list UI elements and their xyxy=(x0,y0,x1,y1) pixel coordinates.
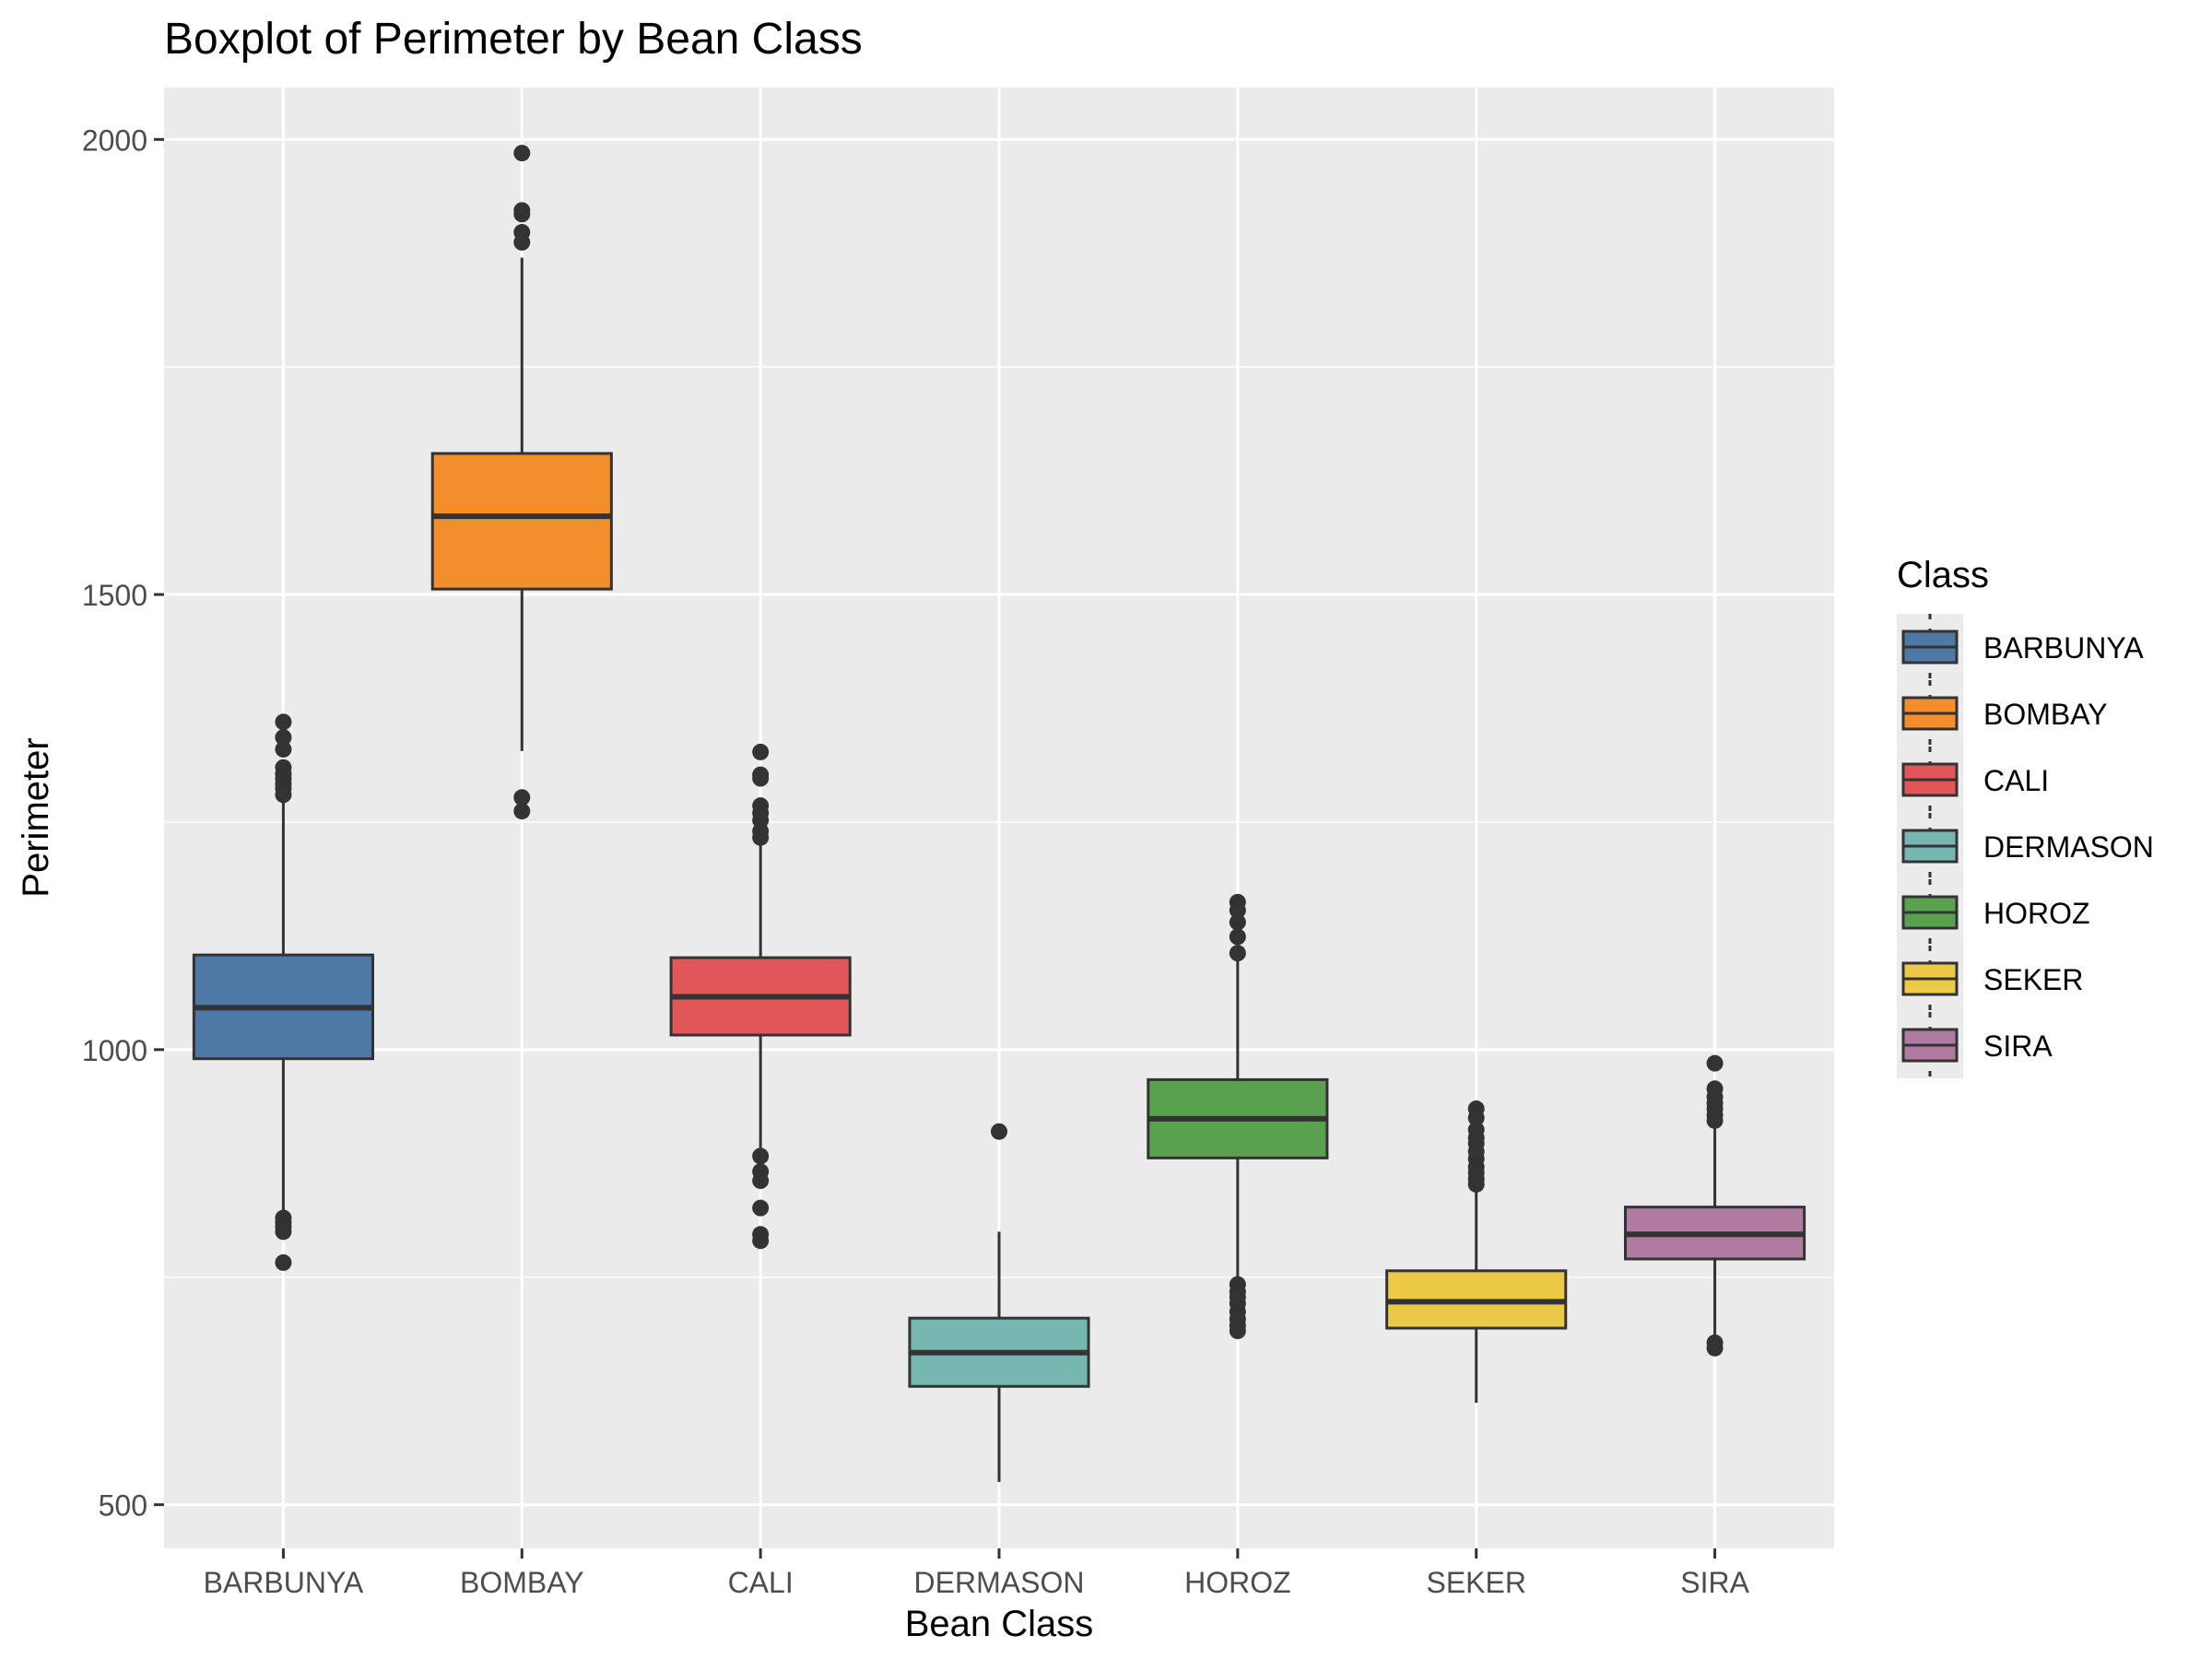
outlier-point xyxy=(275,729,292,747)
outlier-point xyxy=(752,743,770,760)
x-tick-label: SIRA xyxy=(1680,1566,1749,1599)
outlier-point xyxy=(513,233,531,251)
outlier-point xyxy=(513,145,531,162)
legend-item-label: SEKER xyxy=(1983,963,2083,996)
legend-item-label: SIRA xyxy=(1983,1030,2053,1063)
outlier-point xyxy=(752,1232,770,1250)
box-seker xyxy=(1385,1100,1568,1403)
outlier-point xyxy=(275,786,292,804)
outlier-point xyxy=(513,206,531,223)
outlier-point xyxy=(1706,1112,1724,1129)
legend-item-seker: SEKER xyxy=(1897,946,2083,1012)
outlier-point xyxy=(275,740,292,758)
outlier-point xyxy=(1229,913,1246,931)
outlier-point xyxy=(752,1172,770,1190)
legend-item-label: DERMASON xyxy=(1983,830,2154,864)
outlier-point xyxy=(752,829,770,846)
axes: 500 1000 1500 2000 BARBUNYA BOMBAY CALI DERMASO… xyxy=(82,124,1750,1599)
x-tick-label: BARBUNYA xyxy=(204,1566,364,1599)
boxes xyxy=(192,145,1806,1482)
outlier-point xyxy=(752,1147,770,1165)
box-bombay xyxy=(430,145,613,820)
outlier-point xyxy=(1229,901,1246,919)
outlier-point xyxy=(513,789,531,806)
y-axis-title: Perimeter xyxy=(16,737,56,897)
legend-item-label: BOMBAY xyxy=(1983,698,2108,731)
chart-title: Boxplot of Perimeter by Bean Class xyxy=(164,15,863,64)
iqr-box xyxy=(430,452,613,591)
outlier-point xyxy=(1706,1339,1724,1357)
outlier-point xyxy=(275,1223,292,1241)
outlier-point xyxy=(275,713,292,731)
box-cali xyxy=(669,743,852,1250)
box-horoz xyxy=(1147,893,1329,1339)
x-tick-label: DERMASON xyxy=(914,1566,1085,1599)
outlier-point xyxy=(275,1253,292,1271)
x-tick-label: HOROZ xyxy=(1184,1566,1291,1599)
outlier-point xyxy=(1229,928,1246,946)
legend: Class BARBUNYA BOMBAY CALI DERMASON HOROZ SEK… xyxy=(1897,555,2154,1078)
outlier-point xyxy=(1229,1322,1246,1339)
legend-item-cali: CALI xyxy=(1897,747,2049,813)
outlier-point xyxy=(513,803,531,820)
legend-item-bombay: BOMBAY xyxy=(1897,680,2108,747)
legend-item-dermason: DERMASON xyxy=(1897,813,2154,879)
y-tick-label: 500 xyxy=(99,1489,147,1523)
legend-item-sira: SIRA xyxy=(1897,1012,2053,1078)
x-tick-label: SEKER xyxy=(1426,1566,1525,1599)
x-axis-title: Bean Class xyxy=(905,1604,1094,1644)
y-tick-label: 1500 xyxy=(82,579,147,612)
outlier-point xyxy=(752,1199,770,1217)
y-tick-label: 2000 xyxy=(82,124,147,157)
box-dermason xyxy=(908,1123,1090,1482)
legend-item-label: HOROZ xyxy=(1983,897,2090,930)
outlier-point xyxy=(1467,1175,1485,1193)
x-tick-label: CALI xyxy=(728,1566,794,1599)
outlier-point xyxy=(752,770,770,787)
outlier-point xyxy=(1229,945,1246,962)
legend-title: Class xyxy=(1897,555,1989,595)
legend-item-horoz: HOROZ xyxy=(1897,879,2090,946)
legend-item-barbunya: BARBUNYA xyxy=(1897,614,2144,680)
outlier-point xyxy=(1706,1054,1724,1072)
x-tick-label: BOMBAY xyxy=(460,1566,584,1599)
outlier-point xyxy=(1467,1109,1485,1126)
legend-item-label: BARBUNYA xyxy=(1983,631,2144,665)
box-barbunya xyxy=(192,713,374,1271)
y-tick-label: 1000 xyxy=(82,1034,147,1067)
legend-item-label: CALI xyxy=(1983,764,2049,797)
box-sira xyxy=(1624,1054,1806,1357)
outlier-point xyxy=(991,1123,1007,1140)
